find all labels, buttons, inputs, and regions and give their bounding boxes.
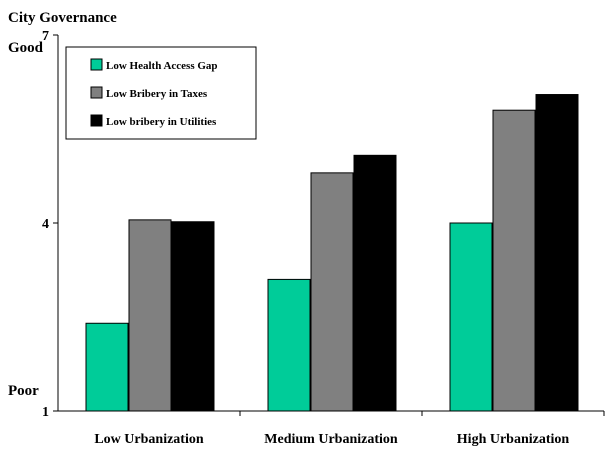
x-category-labels: Low Urbanization Medium Urbanization High … bbox=[94, 432, 569, 447]
bar bbox=[85, 322, 129, 412]
chart-title: City Governance bbox=[8, 10, 117, 26]
legend-swatch bbox=[90, 58, 103, 71]
legend-label: Low Health Access Gap bbox=[106, 60, 218, 72]
bar bbox=[353, 154, 397, 412]
x-category-label: Low Urbanization bbox=[94, 432, 204, 447]
y-tick-label: 4 bbox=[42, 217, 49, 232]
y-tick-label: 1 bbox=[42, 405, 49, 420]
bar bbox=[449, 222, 493, 412]
x-category-label: Medium Urbanization bbox=[264, 432, 398, 447]
legend-label: Low Bribery in Taxes bbox=[106, 88, 208, 100]
bar bbox=[310, 172, 354, 412]
y-tick-label: 7 bbox=[42, 29, 49, 44]
bar bbox=[492, 109, 536, 412]
y-top-label: Good bbox=[8, 40, 44, 56]
legend-swatch bbox=[90, 86, 103, 99]
y-tick-labels: 1 4 7 bbox=[42, 29, 49, 420]
legend-swatch bbox=[90, 114, 103, 127]
legend-label: Low bribery in Utilities bbox=[106, 116, 217, 128]
legend: Low Health Access Gap Low Bribery in Taxe… bbox=[65, 46, 257, 140]
bar bbox=[535, 94, 579, 412]
bar bbox=[267, 278, 311, 412]
bars bbox=[85, 94, 579, 412]
y-bottom-label: Poor bbox=[8, 383, 39, 399]
bar bbox=[171, 221, 215, 412]
bar bbox=[128, 219, 172, 412]
x-category-label: High Urbanization bbox=[457, 432, 570, 447]
